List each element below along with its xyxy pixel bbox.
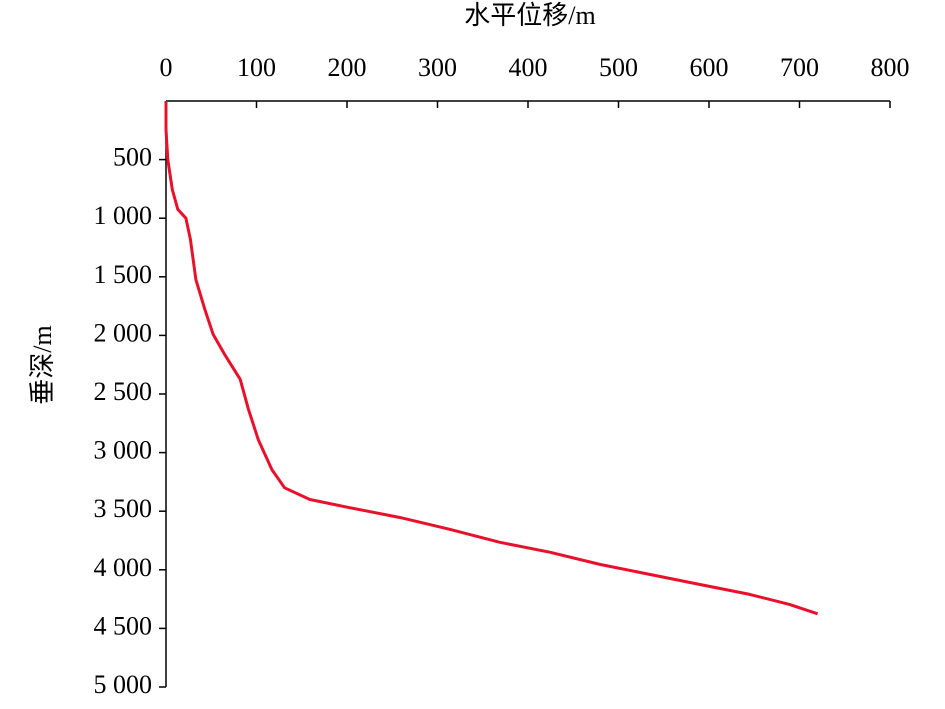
y-tick-label: 2 000 — [94, 318, 153, 347]
x-tick-label: 800 — [871, 53, 910, 82]
y-tick-label: 4 000 — [94, 553, 153, 582]
y-tick-label: 2 500 — [94, 377, 153, 406]
trajectory-line — [164, 101, 819, 616]
y-tick-label: 3 000 — [94, 436, 153, 465]
y-tick-label: 5 000 — [94, 670, 153, 699]
x-tick-label: 600 — [690, 53, 729, 82]
y-tick-label: 500 — [113, 143, 152, 172]
x-tick-label: 300 — [418, 53, 457, 82]
x-tick-label: 0 — [160, 53, 173, 82]
x-tick-label: 700 — [780, 53, 819, 82]
x-tick-label: 200 — [328, 53, 367, 82]
x-axis-title: 水平位移/m — [464, 1, 595, 30]
x-tick-label: 100 — [237, 53, 276, 82]
y-tick-label: 1 500 — [94, 260, 153, 289]
x-tick-label: 500 — [599, 53, 638, 82]
x-tick-label: 400 — [509, 53, 548, 82]
y-tick-label: 1 000 — [94, 201, 153, 230]
y-axis-title: 垂深/m — [28, 325, 57, 404]
y-tick-label: 4 500 — [94, 611, 153, 640]
y-tick-label: 3 500 — [94, 494, 153, 523]
